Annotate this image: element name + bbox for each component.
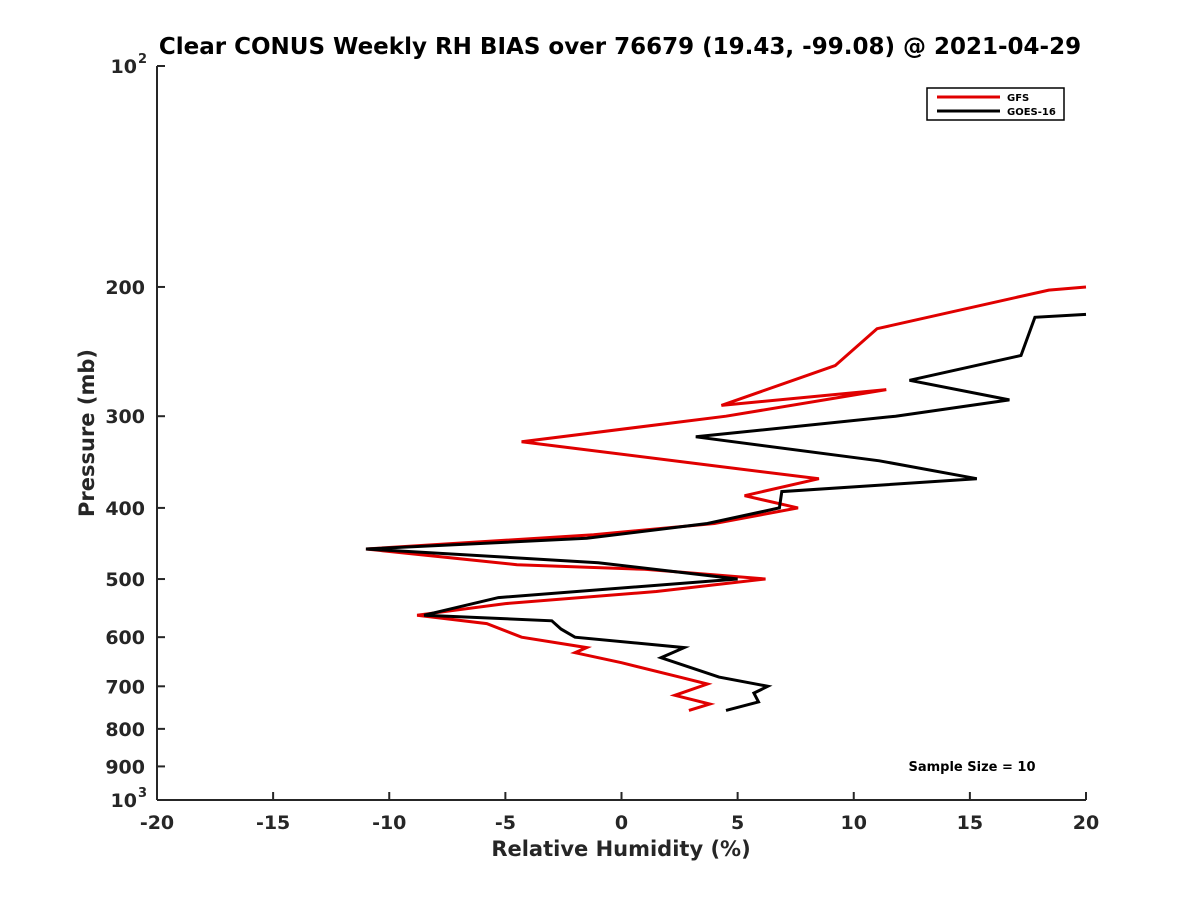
y-axis-label: Pressure (mb): [75, 349, 99, 517]
x-tick-label: 15: [957, 812, 983, 834]
y-tick-exponent: 2: [138, 52, 147, 67]
x-tick-label: 10: [841, 812, 867, 834]
y-tick-label: 800: [105, 719, 145, 741]
x-tick-label: -10: [372, 812, 406, 834]
x-tick-label: -15: [256, 812, 290, 834]
series-line-gfs: [365, 285, 1087, 712]
sample-size-annotation: Sample Size = 10: [908, 760, 1035, 775]
y-tick-label: 300: [105, 406, 145, 428]
y-tick-label: 600: [105, 627, 145, 649]
x-tick-label: 20: [1073, 812, 1099, 834]
x-tick-label: 0: [615, 812, 628, 834]
y-tick-label: 500: [105, 569, 145, 591]
y-tick-label: 400: [105, 498, 145, 520]
legend: GFS GOES-16: [926, 87, 1065, 121]
x-tick-label: -5: [495, 812, 516, 834]
legend-box: [926, 87, 1065, 121]
y-tick-label: 10: [111, 790, 137, 812]
series-group: [365, 285, 1087, 712]
chart-title: Clear CONUS Weekly RH BIAS over 76679 (1…: [159, 34, 1081, 60]
y-tick-exponent: 3: [138, 786, 147, 801]
x-tick-label: -20: [140, 812, 174, 834]
y-tick-label: 900: [105, 756, 145, 778]
x-axis-label: Relative Humidity (%): [491, 837, 750, 861]
y-tick-label: 200: [105, 277, 145, 299]
legend-label-gfs: GFS: [1007, 93, 1029, 104]
y-tick-label: 10: [111, 56, 137, 78]
x-tick-label: 5: [731, 812, 744, 834]
y-tick-label: 700: [105, 676, 145, 698]
series-line-goes16: [365, 312, 1087, 712]
legend-label-goes16: GOES-16: [1007, 107, 1056, 118]
